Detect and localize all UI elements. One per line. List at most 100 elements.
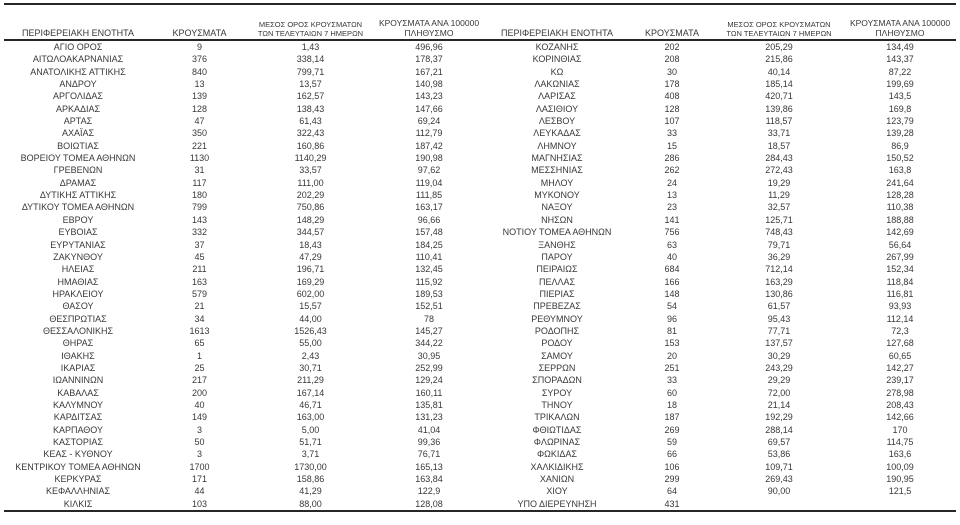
table-row: ΚΕΡΚΥΡΑΣ 171 158,86 163,84 ΧΑΝΙΩΝ 299 269,43 19…	[4, 473, 956, 485]
table-row: ΒΟΙΩΤΙΑΣ 221 160,86 187,42 ΛΗΜΝΟΥ 15 18,57 86,9	[4, 140, 956, 152]
header-cases-right: ΚΡΟΥΣΜΑΤΑ	[630, 5, 714, 39]
avg7-cell: 95,43	[767, 313, 791, 324]
region-cell: ΝΗΣΩΝ	[541, 214, 573, 225]
region-cell: ΜΑΓΝΗΣΙΑΣ	[531, 153, 583, 164]
cases-cell: 3	[196, 449, 202, 460]
cases-cell: 149	[191, 412, 208, 423]
cases-cell: 579	[191, 288, 208, 299]
avg7-cell: 2,43	[301, 350, 320, 361]
header-cases-left: ΚΡΟΥΣΜΑΤΑ	[152, 5, 247, 39]
region-cell: ΚΕΑΣ - ΚΥΘΝΟΥ	[43, 449, 113, 460]
cases-cell: 141	[664, 214, 680, 225]
cases-cell: 21	[194, 301, 205, 312]
region-cell: ΝΑΞΟΥ	[541, 202, 573, 213]
table-row: ΑΝΑΤΟΛΙΚΗΣ ΑΤΤΙΚΗΣ 840 799,71 167,21 ΚΩ 30 40,…	[4, 66, 956, 78]
avg7-cell: 138,43	[296, 103, 325, 114]
region-cell: ΣΠΟΡΑΔΩΝ	[532, 375, 582, 386]
header-per100k-line1: ΚΡΟΥΣΜΑΤΑ ΑΝΑ 100000	[849, 18, 951, 28]
per100k-cell: 184,25	[415, 239, 443, 250]
table-row: ΚΑΣΤΟΡΙΑΣ 50 51,71 99,36 ΦΛΩΡΙΝΑΣ 59 69,57 114,…	[4, 436, 956, 448]
cases-cell: 81	[666, 325, 677, 336]
per100k-cell: 152,34	[886, 264, 914, 275]
region-cell: ΒΟΙΩΤΙΑΣ	[57, 140, 99, 151]
per100k-cell: 111,85	[415, 190, 443, 201]
cases-cell: 178	[664, 79, 680, 90]
header-per100k-line2: ΠΛΗΘΥΣΜΟ	[875, 28, 925, 38]
per100k-cell: 100,09	[886, 461, 914, 472]
cases-cell: 45	[194, 251, 205, 262]
cases-cell: 25	[194, 362, 205, 373]
cases-cell: 40	[666, 251, 677, 262]
per100k-cell: 147,66	[415, 103, 443, 114]
avg7-cell: 272,43	[765, 165, 793, 176]
region-cell: ΜΗΛΟΥ	[540, 177, 574, 188]
region-cell: ΧΑΝΙΩΝ	[539, 474, 575, 485]
avg7-cell: 192,29	[765, 412, 793, 423]
region-cell: ΛΕΥΚΑΔΑΣ	[533, 128, 581, 139]
region-cell: ΑΓΙΟ ΟΡΟΣ	[53, 42, 103, 52]
avg7-cell: 44,00	[299, 313, 322, 324]
avg7-cell: 196,71	[296, 264, 325, 275]
avg7-cell: 211,29	[297, 375, 324, 386]
per100k-cell: 76,71	[417, 449, 441, 460]
cases-cell: 799	[191, 202, 208, 213]
per100k-cell: 87,22	[888, 66, 912, 77]
avg7-cell: 205,29	[765, 42, 793, 52]
cases-cell: 24	[666, 177, 677, 188]
cases-cell: 171	[191, 474, 208, 485]
cases-cell: 40	[194, 399, 205, 410]
region-cell: ΑΝΔΡΟΥ	[59, 79, 97, 90]
per100k-cell: 78	[423, 313, 434, 324]
table-row: ΑΙΤΩΛΟΑΚΑΡΝΑΝΙΑΣ 376 338,14 178,37 ΚΟΡΙΝΘΙΑΣ…	[4, 53, 956, 65]
cases-cell: 23	[666, 202, 677, 213]
per100k-cell: 72,3	[891, 325, 909, 336]
per100k-cell: 115,92	[415, 276, 443, 287]
cases-cell: 286	[664, 153, 680, 164]
per100k-cell: 239,17	[886, 375, 914, 386]
per100k-cell: 165,13	[415, 461, 443, 472]
region-cell: ΧΑΛΚΙΔΙΚΗΣ	[530, 461, 584, 472]
per100k-cell: 110,38	[886, 202, 914, 213]
region-cell: ΠΑΡΟΥ	[541, 251, 573, 262]
avg7-cell: 163,29	[765, 276, 793, 287]
table-row: ΚΙΛΚΙΣ 103 88,00 128,08 ΥΠΟ ΔΙΕΡΕΥΝΗΣΗ 431	[4, 498, 956, 510]
region-cell: ΙΘΑΚΗΣ	[61, 350, 95, 361]
avg7-cell: 33,57	[299, 165, 322, 176]
per100k-cell: 163,8	[888, 165, 912, 176]
table-row: ΚΕΦΑΛΛΗΝΙΑΣ 44 41,29 122,9 ΧΙΟΥ 64 90,00 121,5	[4, 485, 956, 497]
header-avg7-right: ΜΕΣΟΣ ΟΡΟΣ ΚΡΟΥΣΜΑΤΩΝ ΤΩΝ ΤΕΛΕΥΤΑΙΩΝ 7 Η…	[714, 5, 844, 39]
region-cell: ΚΑΒΑΛΑΣ	[57, 387, 99, 398]
header-per100k-line2: ΠΛΗΘΥΣΜΟ	[404, 28, 454, 38]
cases-cell: 65	[194, 338, 205, 349]
cases-cell: 221	[191, 140, 208, 151]
region-cell: ΛΗΜΝΟΥ	[537, 140, 577, 151]
region-cell: ΧΙΟΥ	[546, 486, 568, 497]
table-row: ΗΜΑΘΙΑΣ 163 169,29 115,92 ΠΕΛΛΑΣ 166 163,29 118…	[4, 276, 956, 288]
table-row: ΕΥΒΟΙΑΣ 332 344,57 157,48 ΝΟΤΙΟΥ ΤΟΜΕΑ ΑΘΗΝΩ…	[4, 226, 956, 238]
per100k-cell: 199,69	[886, 79, 914, 90]
per100k-cell: 143,37	[886, 54, 914, 65]
per100k-cell: 143,5	[888, 91, 912, 102]
table-row: ΔΡΑΜΑΣ 117 111,00 119,04 ΜΗΛΟΥ 24 19,29 241,64	[4, 177, 956, 189]
avg7-cell: 18,57	[767, 140, 791, 151]
avg7-cell: 19,29	[767, 177, 791, 188]
region-cell: ΕΥΡΥΤΑΝΙΑΣ	[50, 239, 106, 250]
per100k-cell: 278,98	[886, 387, 914, 398]
cases-cell: 1130	[189, 153, 210, 164]
table-row: ΘΕΣΠΡΩΤΙΑΣ 34 44,00 78 ΡΕΘΥΜΝΟΥ 96 95,43 112,14	[4, 313, 956, 325]
region-cell: ΗΡΑΚΛΕΙΟΥ	[52, 288, 104, 299]
per100k-cell: 30,95	[417, 350, 441, 361]
region-cell: ΠΙΕΡΙΑΣ	[539, 288, 575, 299]
region-cell: ΘΗΡΑΣ	[62, 338, 94, 349]
header-cases-label: ΚΡΟΥΣΜΑΤΑ	[172, 28, 227, 38]
region-cell: ΙΚΑΡΙΑΣ	[60, 362, 96, 373]
avg7-cell: 602,00	[296, 288, 325, 299]
per100k-cell: 160,11	[415, 387, 443, 398]
cases-cell: 54	[666, 301, 677, 312]
cases-cell: 3	[196, 424, 202, 435]
avg7-cell: 61,43	[299, 116, 322, 127]
table-row: ΚΑΡΠΑΘΟΥ 3 5,00 41,04 ΦΘΙΩΤΙΔΑΣ 269 288,14 170	[4, 424, 956, 436]
table-row: ΚΕΑΣ - ΚΥΘΝΟΥ 3 3,71 76,71 ΦΩΚΙΔΑΣ 66 53,86 163…	[4, 448, 956, 460]
table-row: ΒΟΡΕΙΟΥ ΤΟΜΕΑ ΑΘΗΝΩΝ 1130 1140,29 190,98 ΜΑΓ…	[4, 152, 956, 164]
region-cell: ΦΘΙΩΤΙΔΑΣ	[532, 424, 582, 435]
